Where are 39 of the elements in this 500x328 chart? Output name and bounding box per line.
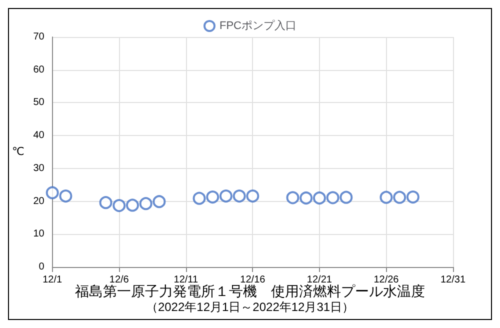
x-tick-label: 12/1 bbox=[42, 274, 63, 286]
y-tick-label: 30 bbox=[33, 162, 45, 174]
point bbox=[286, 191, 300, 204]
text: 福島第一原子力発電所１号機 使用済燃料プール水温度 bbox=[75, 283, 425, 299]
point bbox=[232, 190, 246, 203]
x-tick-label: 12/26 bbox=[374, 274, 400, 286]
point bbox=[312, 192, 326, 204]
point bbox=[99, 196, 112, 210]
point bbox=[139, 197, 152, 210]
point bbox=[380, 190, 393, 204]
y-tick-label: 50 bbox=[33, 97, 45, 108]
point bbox=[46, 186, 59, 200]
text: （2022年12月1日～2022年12月31日） bbox=[146, 300, 354, 314]
point bbox=[326, 191, 340, 204]
point bbox=[59, 190, 72, 203]
y-axis-title: ℃ bbox=[12, 146, 24, 158]
point bbox=[300, 192, 313, 204]
point bbox=[246, 190, 260, 203]
point bbox=[206, 190, 220, 204]
x-tick-label: 12/11 bbox=[174, 274, 198, 286]
x-tick-label: 12/6 bbox=[109, 274, 130, 286]
y-tick-label: 0 bbox=[38, 262, 45, 272]
point bbox=[219, 190, 232, 203]
point bbox=[340, 190, 353, 204]
y-tick-label: 40 bbox=[33, 130, 45, 142]
y-tick-label: 60 bbox=[33, 64, 45, 76]
point bbox=[192, 192, 206, 205]
y-tick-label: 10 bbox=[33, 228, 45, 240]
point bbox=[112, 199, 126, 212]
x-tick-label: 12/21 bbox=[306, 274, 332, 286]
y-tick-label: 20 bbox=[33, 196, 45, 207]
x-tick-label: 12/16 bbox=[240, 274, 266, 286]
point bbox=[126, 198, 139, 212]
point bbox=[393, 190, 406, 204]
x-tick-label: 12/31 bbox=[440, 274, 466, 286]
point bbox=[406, 190, 420, 204]
legend-label: FPCポンプ入口 bbox=[220, 19, 296, 32]
y-tick-label: 70 bbox=[33, 32, 45, 42]
point bbox=[152, 195, 166, 208]
